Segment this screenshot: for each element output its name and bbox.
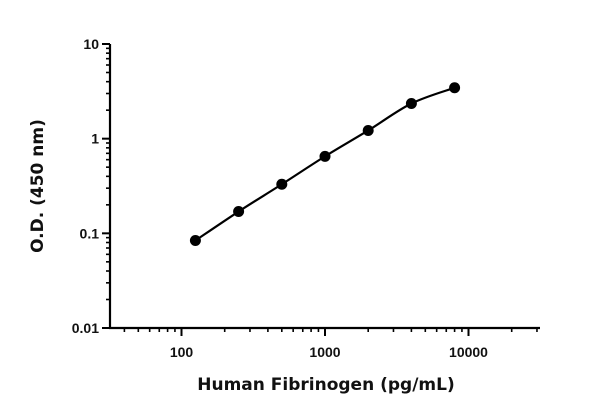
- data-point-marker: [405, 98, 417, 110]
- data-point-marker: [276, 178, 288, 190]
- data-point-marker: [449, 82, 461, 94]
- y-tick-label: 1: [91, 131, 99, 147]
- y-axis: 10 1 0.1 0.01: [72, 36, 112, 336]
- plot-area: [189, 82, 461, 247]
- x-tick-label: 1000: [309, 344, 340, 360]
- y-tick-label: 0.01: [72, 320, 99, 336]
- y-tick-label: 0.1: [80, 225, 100, 241]
- x-axis-title: Human Fibrinogen (pg/mL): [197, 375, 455, 395]
- y-tick-label: 10: [83, 36, 99, 52]
- y-axis-title: O.D. (450 nm): [28, 119, 48, 253]
- x-axis: 100 1000 10000: [109, 326, 540, 360]
- x-tick-label: 100: [170, 344, 194, 360]
- x-tick-label: 10000: [449, 344, 488, 360]
- data-point-marker: [319, 150, 331, 162]
- series-line: [194, 86, 455, 242]
- data-point-marker: [189, 235, 201, 247]
- data-point-marker: [233, 206, 245, 218]
- data-point-marker: [362, 124, 374, 136]
